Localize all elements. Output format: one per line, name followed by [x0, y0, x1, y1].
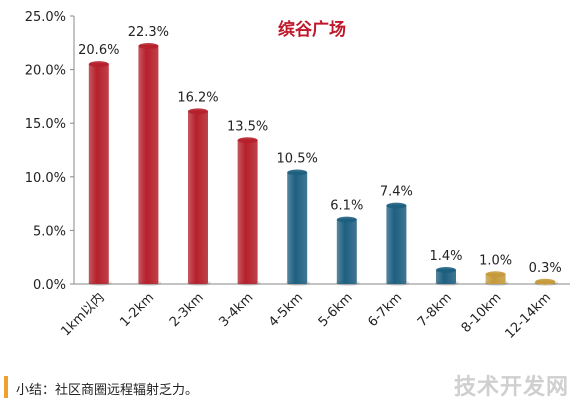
x-tick-label: 7-8km: [415, 290, 455, 330]
bar-cap: [485, 271, 506, 278]
data-label: 10.5%: [277, 151, 318, 166]
bars-group: 20.6% 1km以内 22.3% 1-2km 16.2% 2-3km 13.5% 3-4km…: [58, 25, 562, 342]
bar-6-7km: [386, 204, 407, 284]
data-label: 13.5%: [227, 119, 268, 134]
bar-cap: [287, 169, 308, 176]
bar-cap: [386, 202, 407, 209]
bar-cap: [336, 216, 357, 223]
bar-1-2km: [138, 44, 159, 284]
bar-5-6km: [336, 218, 357, 284]
bar-chart: 缤谷广场 0.0% 5.0% 10.0% 15.0% 20.0% 25.0% 20.6% 1…: [25, 10, 570, 342]
bar-cap: [436, 266, 456, 273]
data-label: 0.3%: [529, 261, 562, 276]
bar-cap: [138, 42, 159, 49]
x-tick-label: 4-5km: [266, 290, 306, 330]
data-label: 1.0%: [479, 253, 512, 268]
y-tick-label: 15.0%: [25, 117, 66, 132]
x-tick-label: 6-7km: [365, 290, 405, 330]
bar-cap: [237, 137, 258, 144]
summary-accent: [4, 376, 8, 398]
y-tick-label: 10.0%: [25, 171, 66, 186]
x-tick-label: 8-10km: [459, 290, 505, 336]
y-tick-label: 0.0%: [33, 278, 66, 293]
data-label: 22.3%: [128, 25, 169, 40]
data-label: 16.2%: [177, 90, 218, 105]
bar-cap: [535, 278, 556, 285]
x-tick-label: 2-3km: [167, 290, 207, 330]
watermark-text: 技术开发网: [453, 375, 569, 400]
bar-1km以内: [88, 63, 109, 284]
y-tick-label: 25.0%: [25, 10, 66, 25]
x-tick-label: 12-14km: [502, 290, 554, 342]
y-tick-label: 5.0%: [33, 224, 66, 239]
y-tick-label: 20.0%: [25, 64, 66, 79]
data-label: 7.4%: [380, 185, 413, 200]
data-label: 6.1%: [330, 199, 363, 214]
x-tick-label: 3-4km: [217, 290, 257, 330]
axes: 0.0% 5.0% 10.0% 15.0% 20.0% 25.0%: [25, 10, 570, 293]
bar-2-3km: [188, 110, 208, 284]
bar-4-5km: [287, 171, 308, 284]
data-label: 20.6%: [78, 43, 119, 58]
bar-cap: [88, 61, 109, 68]
x-tick-label: 1-2km: [117, 290, 157, 330]
x-tick-label: 5-6km: [316, 290, 356, 330]
bar-cap: [188, 108, 208, 115]
bar-3-4km: [237, 139, 258, 284]
summary-bar: 小结：社区商圈远程辐射乏力。 技术开发网: [0, 364, 575, 404]
bar-7-8km: [436, 268, 456, 284]
chart-title: 缤谷广场: [278, 19, 346, 40]
data-label: 1.4%: [429, 249, 462, 264]
x-tick-label: 1km以内: [58, 290, 108, 340]
summary-text: 小结：社区商圈远程辐射乏力。: [16, 383, 199, 398]
